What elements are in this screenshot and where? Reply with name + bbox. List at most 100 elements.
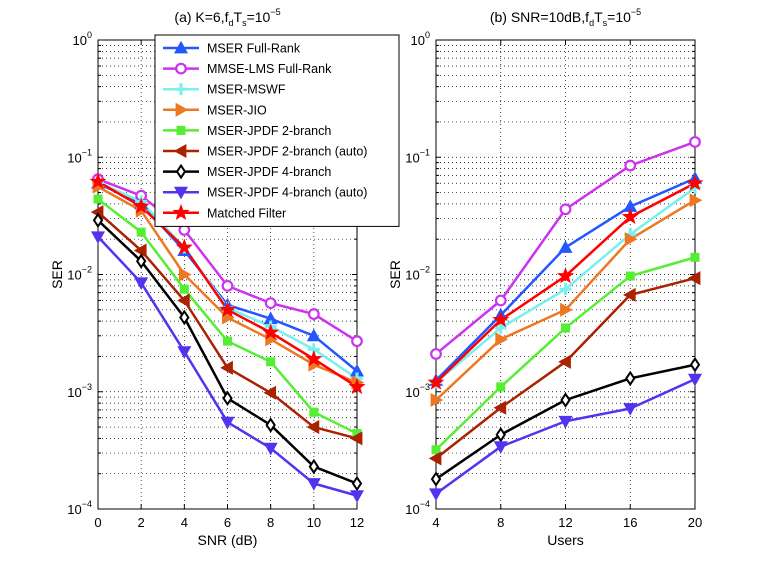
data-point-mmse-lms-full-rank	[494, 294, 507, 307]
legend-marker-mser-jio	[175, 102, 189, 117]
chart-panel-b: 10−4 10−3 10−2 10−1 100 4 8 12 16 20 Users SER (b) S…	[387, 7, 704, 548]
data-point-mmse-lms-full-rank	[307, 308, 320, 320]
data-point-mmse-lms-full-rank	[430, 348, 442, 360]
data-point-mser-jpdf-2-branch	[625, 271, 635, 281]
x-tick-label: 12	[558, 515, 572, 530]
y-tick-label: 10−4	[67, 499, 92, 517]
legend-marker-mser-jpdf-2-branch-auto	[173, 143, 187, 159]
x-tick-label: 12	[350, 515, 364, 530]
legend-marker-matched-filter	[172, 203, 190, 221]
legend-label-mmse-lms-full-rank: MMSE-LMS Full-Rank	[207, 62, 332, 76]
data-point-mser-jpdf-2-branch	[93, 194, 103, 204]
data-point-mser-jpdf-2-branch-auto	[349, 431, 363, 446]
data-point-mmse-lms-full-rank	[559, 203, 572, 216]
legend-label-mser-jpdf-4-branch-auto: MSER-JPDF 4-branch (auto)	[207, 186, 367, 200]
data-point-mser-jpdf-2-branch	[309, 407, 319, 417]
legend-marker-mser-mswf	[175, 83, 187, 96]
data-point-mser-jpdf-2-branch	[223, 336, 232, 346]
data-point-mser-mswf	[494, 321, 507, 334]
x-axis-label: SNR (dB)	[198, 532, 258, 548]
data-point-mser-jpdf-4-branch-auto	[177, 346, 192, 359]
legend-marker-mmse-lms-full-rank	[175, 62, 187, 75]
data-point-mser-jpdf-4-branch-auto	[687, 373, 703, 387]
legend-label-mser-jpdf-4-branch: MSER-JPDF 4-branch	[207, 165, 331, 179]
data-point-mmse-lms-full-rank	[221, 279, 234, 292]
data-point-matched-filter	[262, 323, 280, 340]
data-point-mmse-lms-full-rank	[624, 159, 637, 172]
x-axis-label: Users	[547, 532, 584, 548]
legend-label-mser-jpdf-2-branch: MSER-JPDF 2-branch	[207, 124, 331, 138]
x-tick-label: 0	[94, 515, 101, 530]
data-point-mser-jpdf-4-branch	[308, 458, 320, 475]
legend-marker-mser-jpdf-2-branch	[176, 125, 186, 135]
y-tick-label: 10−3	[405, 382, 430, 400]
data-point-mser-jpdf-2-branch-auto	[493, 400, 507, 415]
data-point-mser-jpdf-4-branch	[135, 253, 147, 269]
data-point-mmse-lms-full-rank	[351, 335, 363, 348]
data-point-mser-jpdf-2-branch	[179, 284, 189, 294]
legend: MSER Full-Rank MMSE-LMS Full-Rank MSER-MSW…	[154, 34, 400, 227]
data-point-matched-filter	[218, 300, 237, 318]
y-tick-label: 10−3	[67, 382, 92, 400]
data-point-mser-jpdf-4-branch	[689, 356, 701, 373]
data-point-mser-full-rank	[306, 328, 321, 342]
legend-label-mser-mswf: MSER-MSWF	[207, 83, 286, 97]
x-tick-label: 4	[181, 515, 188, 530]
x-tick-label: 8	[267, 515, 274, 530]
data-point-matched-filter	[492, 310, 510, 328]
legend-marker-mser-jpdf-4-branch	[175, 163, 187, 180]
data-point-mser-jpdf-2-branch-auto	[428, 451, 442, 466]
data-point-mser-jpdf-4-branch-auto	[493, 441, 508, 454]
y-tick-label: 10−2	[405, 265, 430, 283]
data-point-mser-jpdf-4-branch-auto	[220, 416, 235, 430]
data-point-mser-jpdf-2-branch	[431, 445, 441, 455]
data-point-mser-jpdf-4-branch	[351, 475, 363, 492]
data-point-matched-filter	[305, 350, 323, 367]
chart-title: (b) SNR=10dB,fdTs=10−5	[490, 7, 641, 28]
data-point-mser-jpdf-4-branch-auto	[428, 488, 444, 501]
x-tick-label: 16	[623, 515, 637, 530]
data-point-mser-jpdf-2-branch-auto	[263, 385, 277, 400]
data-point-mser-jpdf-4-branch-auto	[558, 415, 573, 429]
x-tick-label: 10	[307, 515, 321, 530]
data-point-mmse-lms-full-rank	[689, 136, 701, 148]
data-point-matched-filter	[348, 377, 366, 395]
data-point-matched-filter	[89, 172, 107, 189]
data-point-mser-jpdf-4-branch	[495, 426, 506, 443]
data-point-mser-jpdf-4-branch-auto	[306, 478, 321, 491]
x-tick-label: 2	[138, 515, 145, 530]
data-point-mser-jio	[560, 302, 573, 317]
data-point-mser-jpdf-2-branch-auto	[623, 287, 636, 302]
x-tick-label: 4	[432, 515, 439, 530]
data-point-mser-jpdf-4-branch	[222, 390, 233, 407]
series-group	[427, 136, 704, 501]
data-point-mser-jpdf-4-branch	[625, 370, 636, 387]
data-point-mser-jpdf-2-branch-auto	[220, 360, 233, 375]
data-point-mser-jpdf-4-branch-auto	[623, 403, 638, 416]
y-tick-label: 10−1	[67, 147, 92, 165]
data-point-mser-jpdf-2-branch	[690, 252, 700, 262]
data-point-mser-jpdf-4-branch-auto	[263, 442, 278, 456]
data-point-matched-filter	[427, 373, 445, 390]
data-point-mser-jpdf-4-branch-auto	[349, 490, 365, 503]
data-point-mser-jpdf-2-branch-auto	[558, 354, 571, 369]
chart-title: (a) K=6,fdTs=10−5	[174, 7, 280, 28]
data-point-mser-jio	[689, 193, 703, 208]
data-point-mser-jpdf-2-branch-auto	[177, 293, 190, 308]
data-point-mser-jpdf-4-branch	[265, 417, 276, 433]
legend-marker-mser-jpdf-4-branch-auto	[173, 186, 189, 200]
data-point-mser-jpdf-2-branch	[266, 357, 276, 367]
data-point-mser-jio	[430, 393, 444, 408]
legend-marker-mser-full-rank	[173, 40, 189, 54]
series-group	[89, 172, 366, 503]
data-point-mser-jpdf-2-branch-auto	[687, 271, 701, 286]
data-point-mser-jio	[178, 267, 192, 282]
data-point-mser-jpdf-4-branch	[92, 212, 104, 229]
data-point-mser-jpdf-4-branch	[179, 309, 190, 326]
legend-label-mser-jio: MSER-JIO	[207, 103, 267, 117]
y-axis-label: SER	[387, 260, 403, 289]
data-point-mser-jpdf-2-branch-auto	[133, 243, 147, 258]
legend-label-matched-filter: Matched Filter	[207, 206, 286, 220]
x-tick-label: 8	[497, 515, 504, 530]
